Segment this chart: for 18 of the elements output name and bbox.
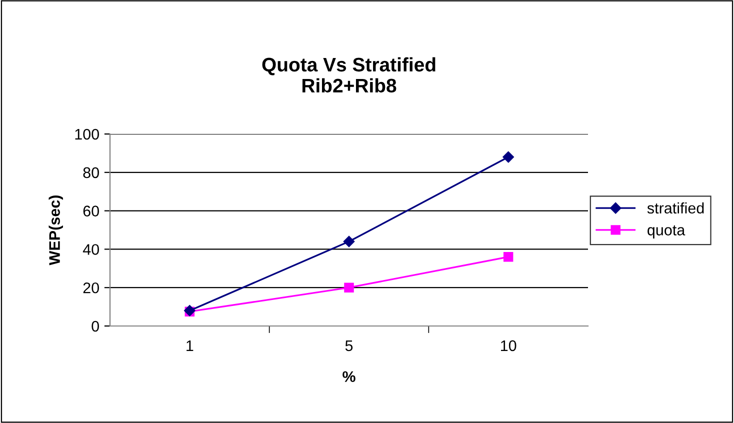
point: [502, 151, 514, 163]
y-tick-label: 100: [75, 128, 99, 140]
chart-title: Quota Vs Stratified Rib2+Rib8: [262, 57, 436, 93]
x-tick-label: 5: [345, 340, 353, 352]
x-tick-label: 10: [501, 340, 516, 352]
y-tick-label: 60: [83, 206, 99, 216]
x-axis-title: %: [342, 371, 356, 382]
y-tick-label: 20: [83, 282, 99, 294]
y-tick-label: 40: [82, 244, 99, 255]
point: [343, 236, 355, 248]
legend-label: quota: [648, 225, 686, 238]
y-tick-label: 80: [83, 167, 99, 178]
x-tick-label: 1: [186, 340, 194, 351]
point: [344, 282, 354, 292]
point: [503, 252, 514, 262]
legend-label: stratified: [647, 202, 704, 214]
y-tick-label: 0: [92, 320, 99, 332]
y-axis-title: WEP(sec): [48, 196, 63, 266]
